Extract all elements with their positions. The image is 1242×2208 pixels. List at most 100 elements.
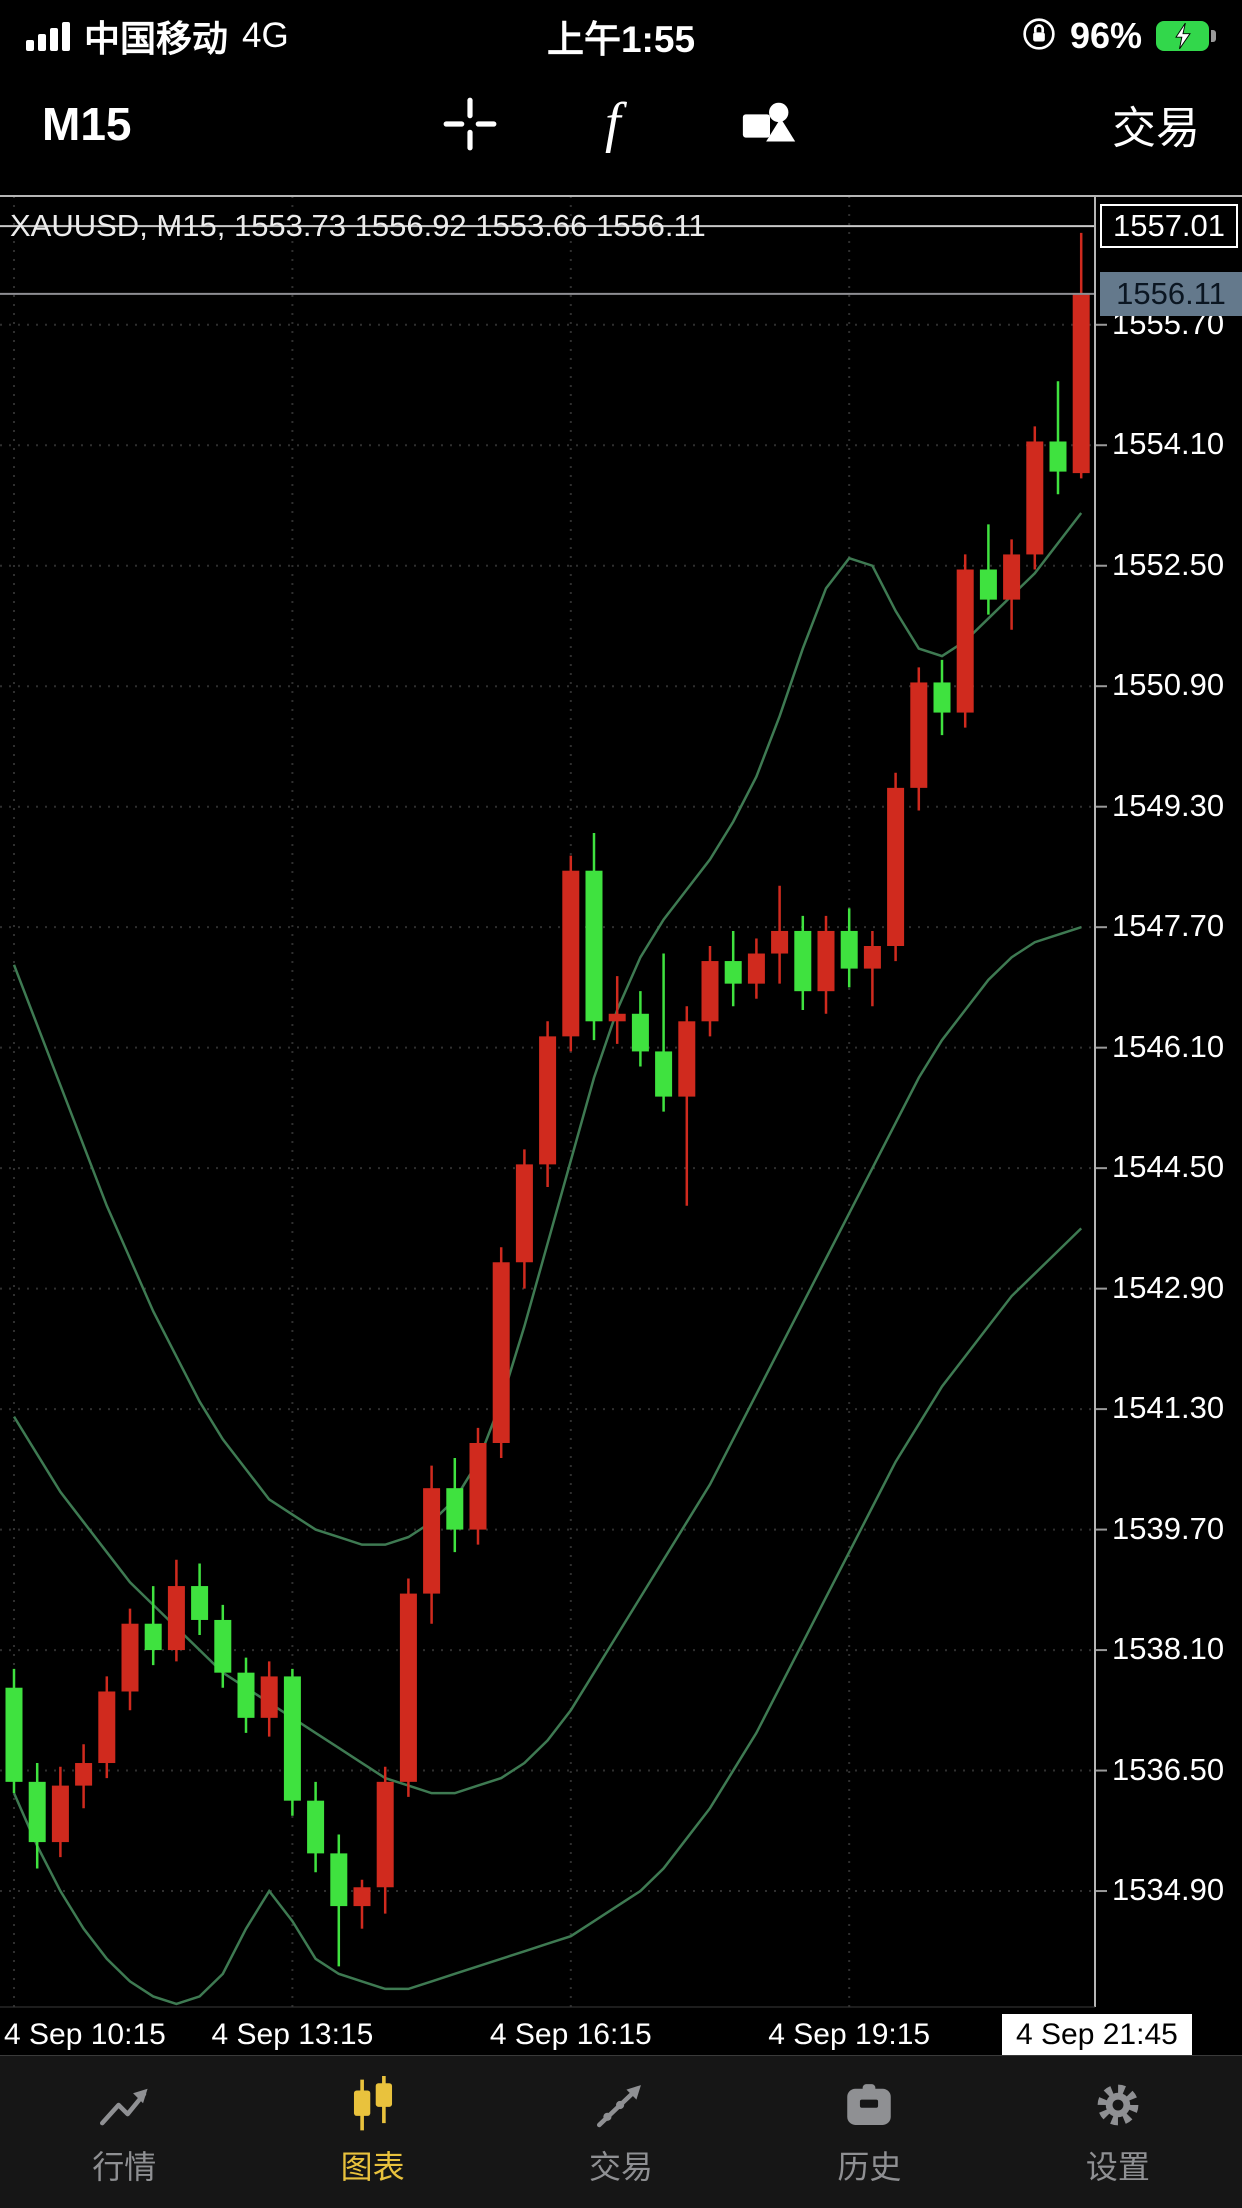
candle-body xyxy=(469,1442,487,1530)
tab-label: 图表 xyxy=(340,2149,405,2185)
candle-body xyxy=(1026,441,1044,555)
candle-body xyxy=(446,1488,464,1530)
time-axis-label: 4 Sep 10:15 xyxy=(4,2018,166,2051)
tab-label: 设置 xyxy=(1085,2149,1150,2185)
price-axis-label: 1546.10 xyxy=(1112,1028,1225,1064)
price-axis-label: 1538.10 xyxy=(1112,1631,1225,1667)
price-axis-label: 1550.90 xyxy=(1112,667,1225,703)
price-axis-label: 1536.50 xyxy=(1112,1751,1225,1787)
candle-body xyxy=(887,787,905,947)
price-axis-label: 1552.50 xyxy=(1112,546,1225,582)
band-lower xyxy=(12,1227,1083,2006)
candle-body xyxy=(515,1164,533,1263)
current-time-box: 4 Sep 21:45 xyxy=(1002,2014,1192,2055)
tab-charts[interactable]: 图表 xyxy=(248,2056,496,2208)
candle-body xyxy=(747,953,765,984)
tab-label: 行情 xyxy=(92,2149,157,2185)
candle-body xyxy=(539,1036,557,1165)
bottom-tab-bar: 行情 图表 交易 历史 设置 xyxy=(0,2055,1242,2208)
candle-body xyxy=(28,1781,46,1843)
candle-body xyxy=(423,1488,441,1594)
band-middle xyxy=(12,925,1082,1795)
tab-label: 交易 xyxy=(589,2149,654,2185)
candle-body xyxy=(724,961,742,984)
candle-body xyxy=(214,1619,232,1673)
network-type-label: 4G xyxy=(242,16,289,55)
candle-body xyxy=(840,930,858,969)
candle-body xyxy=(631,1013,649,1052)
quotes-icon xyxy=(100,2088,148,2126)
tab-trade[interactable]: 交易 xyxy=(497,2056,745,2208)
candle-body xyxy=(283,1676,301,1801)
orientation-lock-icon xyxy=(1022,17,1056,56)
candle-body xyxy=(191,1586,209,1620)
price-axis-label: 1544.50 xyxy=(1112,1149,1225,1185)
candle-body xyxy=(376,1781,394,1888)
candle-body xyxy=(979,569,997,600)
candle-body xyxy=(5,1687,23,1782)
charging-bolt-icon xyxy=(1175,22,1191,50)
objects-icon[interactable] xyxy=(739,96,801,152)
settings-icon xyxy=(1097,2084,1139,2126)
candle-body xyxy=(1049,441,1067,472)
candle-body xyxy=(307,1800,325,1854)
ask-price-box: 1557.01 xyxy=(1100,204,1238,249)
time-axis-label: 4 Sep 19:15 xyxy=(768,2018,931,2051)
candle-body xyxy=(75,1763,93,1786)
trade-icon xyxy=(597,2085,641,2128)
time-axis-label: 4 Sep 16:15 xyxy=(489,2018,652,2051)
candle-body xyxy=(353,1887,371,1907)
carrier-label: 中国移动 xyxy=(84,18,229,59)
candle-body xyxy=(771,930,789,954)
tab-history[interactable]: 历史 xyxy=(745,2056,993,2208)
time-axis-label: 4 Sep 13:15 xyxy=(211,2018,374,2051)
price-axis-label: 1554.10 xyxy=(1112,426,1225,462)
tab-settings[interactable]: 设置 xyxy=(994,2056,1242,2208)
candle-body xyxy=(794,930,812,992)
battery-percent-label: 96% xyxy=(1069,15,1142,56)
chart-toolbar: M15 f 交易 xyxy=(0,62,1242,186)
candle-body xyxy=(863,946,881,969)
tab-quotes[interactable]: 行情 xyxy=(0,2056,248,2208)
candle-body xyxy=(51,1785,69,1843)
trade-button[interactable]: 交易 xyxy=(1112,104,1200,153)
price-axis-label: 1539.70 xyxy=(1112,1510,1225,1546)
candle-body xyxy=(167,1586,185,1651)
bid-price-box: 1556.11 xyxy=(1100,271,1242,316)
candle-body xyxy=(956,569,974,713)
candle-body xyxy=(330,1853,348,1907)
history-icon xyxy=(847,2084,892,2125)
candle-body xyxy=(678,1021,696,1097)
price-axis-label: 1547.70 xyxy=(1112,908,1225,944)
price-axis-label: 1549.30 xyxy=(1112,787,1225,823)
tab-label: 历史 xyxy=(837,2149,902,2185)
svg-text:f: f xyxy=(605,93,628,154)
ohlc-readout: XAUUSD, M15, 1553.73 1556.92 1553.66 155… xyxy=(10,208,706,243)
price-axis-label: 1541.30 xyxy=(1112,1390,1225,1426)
crosshair-icon[interactable] xyxy=(441,95,499,153)
signal-strength-icon xyxy=(26,21,70,51)
candle-body xyxy=(655,1051,673,1097)
candle-body xyxy=(933,682,951,713)
candle-body xyxy=(237,1672,255,1718)
candle-body xyxy=(260,1676,278,1718)
price-axis-label: 1534.90 xyxy=(1112,1872,1225,1908)
candle-body xyxy=(492,1262,510,1443)
candle-body xyxy=(399,1593,417,1782)
candle-body xyxy=(817,930,835,992)
candle-body xyxy=(1003,554,1021,600)
battery-icon xyxy=(1156,21,1216,51)
candlestick-chart[interactable] xyxy=(0,186,1242,2055)
candle-body xyxy=(585,870,603,1022)
band-upper xyxy=(12,512,1083,1546)
candle-body xyxy=(562,870,580,1037)
candle-body xyxy=(98,1691,116,1764)
candle-body xyxy=(701,961,719,1022)
chart-area[interactable]: XAUUSD, M15, 1553.73 1556.92 1553.66 155… xyxy=(0,186,1242,2055)
clock-label: 上午1:55 xyxy=(546,19,696,60)
indicators-icon[interactable]: f xyxy=(597,93,641,155)
candle-body xyxy=(121,1623,139,1692)
price-axis-label: 1542.90 xyxy=(1112,1269,1225,1305)
candle-body xyxy=(1072,293,1090,474)
timeframe-button[interactable]: M15 xyxy=(42,98,132,150)
